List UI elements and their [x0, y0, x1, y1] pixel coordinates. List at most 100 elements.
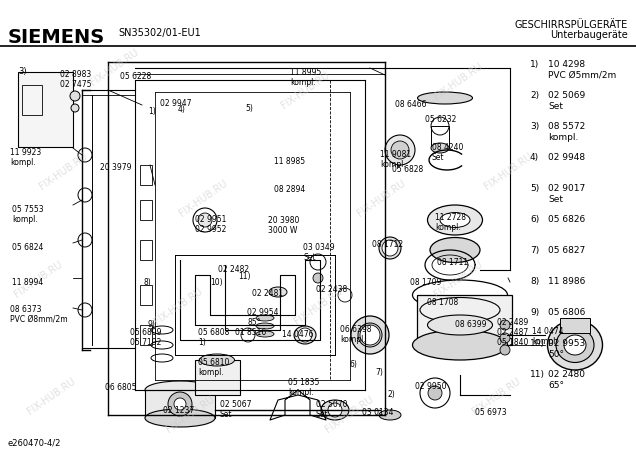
Text: 11 2728: 11 2728 [435, 213, 466, 222]
Text: kompl.: kompl. [198, 368, 224, 377]
Text: 02 9017: 02 9017 [548, 184, 585, 193]
Text: 14 0476: 14 0476 [282, 330, 314, 339]
Text: 3): 3) [18, 67, 27, 76]
Circle shape [328, 403, 342, 417]
Text: 11 8994: 11 8994 [12, 278, 43, 287]
Circle shape [298, 328, 312, 342]
Text: Set: Set [548, 195, 563, 204]
Text: 08 6466: 08 6466 [395, 100, 427, 109]
Text: 05 7192: 05 7192 [130, 338, 162, 347]
Text: 11): 11) [238, 272, 251, 281]
Text: 08 1708: 08 1708 [427, 298, 459, 307]
Circle shape [500, 333, 510, 343]
Ellipse shape [351, 316, 389, 354]
Circle shape [382, 240, 398, 256]
Text: kompl.: kompl. [380, 160, 406, 169]
Ellipse shape [256, 315, 274, 321]
Text: 11 8985: 11 8985 [274, 157, 305, 166]
Text: 02 9953: 02 9953 [548, 339, 585, 348]
Ellipse shape [427, 205, 483, 235]
Text: 05 6232: 05 6232 [425, 115, 457, 124]
Ellipse shape [556, 328, 594, 363]
Text: 1): 1) [198, 338, 206, 347]
Text: FIX-HUB.RU: FIX-HUB.RU [292, 286, 344, 326]
Text: 02 2482: 02 2482 [218, 265, 249, 274]
Text: 08 6373: 08 6373 [10, 305, 41, 314]
Text: Set: Set [316, 410, 329, 419]
Text: GESCHIRRSPÜLGERÄTE: GESCHIRRSPÜLGERÄTE [515, 20, 628, 30]
Text: 7): 7) [375, 368, 383, 377]
Text: 05 6228: 05 6228 [120, 72, 151, 81]
Ellipse shape [440, 212, 470, 228]
Text: 05 6808: 05 6808 [198, 328, 230, 337]
Circle shape [70, 91, 80, 101]
Text: 50°: 50° [548, 350, 564, 359]
Text: 1): 1) [148, 107, 156, 116]
Ellipse shape [256, 331, 274, 337]
Bar [22, 85, 42, 115]
Bar [431, 126, 449, 148]
Text: 02 5067: 02 5067 [220, 400, 251, 409]
Text: kompl.: kompl. [340, 335, 366, 344]
Text: 03 0134: 03 0134 [362, 408, 394, 417]
Text: 6): 6) [350, 360, 358, 369]
Text: 2): 2) [388, 390, 396, 399]
Text: kompl.: kompl. [548, 133, 578, 142]
Text: 2): 2) [530, 91, 539, 100]
Circle shape [313, 273, 323, 283]
Bar [140, 240, 152, 260]
Ellipse shape [417, 92, 473, 104]
Text: 20 3980: 20 3980 [268, 216, 300, 225]
Text: FIX-HUB.RU: FIX-HUB.RU [165, 394, 217, 434]
Text: Set: Set [432, 153, 445, 162]
Text: 02 9952: 02 9952 [195, 225, 226, 234]
Text: kompl.: kompl. [288, 388, 314, 397]
Bar [417, 295, 512, 345]
Text: kompl.: kompl. [12, 215, 38, 224]
Circle shape [198, 213, 212, 227]
Ellipse shape [358, 323, 382, 347]
Text: 05 6826: 05 6826 [548, 215, 585, 224]
Text: FIX-HUB.RU: FIX-HUB.RU [324, 394, 376, 434]
Text: FIX-HUB.RU: FIX-HUB.RU [38, 151, 90, 191]
Circle shape [500, 345, 510, 355]
Text: FIX-HUB.RU: FIX-HUB.RU [470, 376, 522, 416]
Text: 05 6810: 05 6810 [198, 358, 230, 367]
Text: 08 2894: 08 2894 [274, 185, 305, 194]
Text: 08 5572: 08 5572 [548, 122, 585, 131]
Circle shape [78, 148, 92, 162]
Text: 05 7553: 05 7553 [12, 205, 44, 214]
Ellipse shape [564, 335, 586, 355]
Text: 03 0349: 03 0349 [303, 243, 335, 252]
Text: 02 9951: 02 9951 [195, 215, 226, 224]
Text: 85°: 85° [247, 318, 261, 327]
Text: 02 5069: 02 5069 [548, 91, 585, 100]
Text: 01 8516: 01 8516 [235, 328, 266, 337]
Ellipse shape [379, 410, 401, 420]
Circle shape [78, 303, 92, 317]
Text: 11 8995: 11 8995 [290, 68, 321, 77]
Text: 02 2481: 02 2481 [252, 289, 283, 298]
Ellipse shape [200, 354, 235, 366]
Text: FIX-HUB.RU: FIX-HUB.RU [432, 259, 484, 299]
Text: 05 6828: 05 6828 [392, 165, 423, 174]
Ellipse shape [391, 141, 409, 159]
Text: 02 2487: 02 2487 [497, 328, 529, 337]
Text: Set: Set [548, 102, 563, 111]
Text: FIX-HUB.RU: FIX-HUB.RU [12, 259, 64, 299]
Text: 02 1237: 02 1237 [163, 406, 194, 415]
Text: FIX-HUB.RU: FIX-HUB.RU [432, 61, 484, 101]
Text: kompl.: kompl. [10, 158, 36, 167]
Bar [18, 72, 73, 147]
Text: 02 2489: 02 2489 [497, 318, 529, 327]
Text: kompl.: kompl. [435, 223, 460, 232]
Ellipse shape [427, 315, 492, 335]
Text: 06 6398: 06 6398 [340, 325, 371, 334]
Circle shape [500, 320, 510, 330]
Text: e260470-4/2: e260470-4/2 [8, 438, 62, 447]
Text: FIX-HUB.RU: FIX-HUB.RU [88, 47, 141, 88]
Text: PVC Ø8mm/2m: PVC Ø8mm/2m [10, 315, 67, 324]
Text: 20 3979: 20 3979 [100, 163, 132, 172]
Circle shape [168, 392, 192, 416]
Ellipse shape [413, 330, 508, 360]
